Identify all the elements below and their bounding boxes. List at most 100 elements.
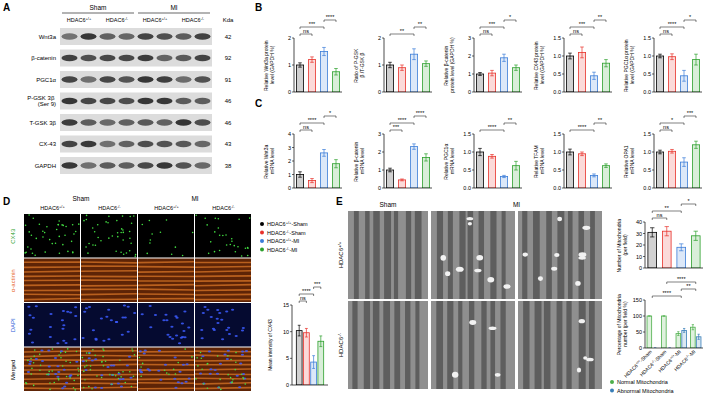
y-tick [382, 38, 384, 39]
myofibril [522, 211, 527, 299]
striation [81, 374, 137, 376]
y-tick [290, 305, 292, 306]
striation [195, 350, 251, 352]
significance-bracket [390, 34, 414, 36]
signal-dot [222, 235, 224, 237]
signal-dot [129, 231, 131, 233]
error-bar [388, 62, 392, 67]
bar [386, 170, 393, 188]
nucleus [174, 387, 177, 389]
y-tick [292, 161, 294, 162]
significance-label: * [687, 198, 690, 204]
bar [296, 331, 302, 385]
vacuole [586, 358, 594, 362]
signal-dot [112, 235, 114, 237]
striation [138, 369, 194, 371]
myofibril [481, 301, 486, 389]
signal-dot [86, 365, 88, 367]
signal-dot [96, 375, 98, 377]
y-tick-label: 1.0 [643, 149, 651, 155]
striation [195, 289, 251, 291]
vacuole [468, 222, 472, 226]
nucleus [110, 383, 113, 385]
y-tick-label: 3 [288, 145, 291, 151]
y-tick-label: 0.5 [643, 71, 651, 77]
significance-label: * [509, 14, 512, 20]
y-tick [472, 152, 474, 153]
signal-dot [122, 229, 124, 231]
legend-label: Abnormal Mitochondria [617, 388, 674, 394]
error-bar [334, 160, 338, 168]
nucleus [119, 378, 122, 380]
signal-dot [245, 247, 247, 249]
error-bar [682, 70, 686, 81]
kda-label: 91 [225, 77, 232, 83]
nucleus [141, 313, 144, 315]
error-bar [592, 72, 596, 79]
signal-dot [85, 246, 87, 248]
signal-dot [129, 216, 131, 218]
nucleus [149, 305, 152, 307]
nucleus [27, 306, 30, 308]
nucleus [47, 374, 50, 376]
group-label: MI [513, 201, 520, 208]
x-axis [654, 92, 702, 93]
nucleus [73, 338, 76, 340]
nucleus [216, 309, 219, 311]
blot-band [138, 141, 154, 147]
nucleus [49, 313, 52, 315]
panel-letter: E [336, 196, 343, 207]
significance-bracket [300, 130, 312, 132]
nucleus [112, 365, 115, 367]
significance-bracket [667, 282, 696, 284]
signal-dot [195, 378, 197, 380]
striation [195, 377, 251, 379]
group-label: MI [191, 195, 198, 202]
nucleus [228, 333, 231, 335]
y-axis-label: Percentage of Mitochondria number (per f… [616, 293, 628, 356]
nucleus [111, 374, 114, 376]
significance-bracket [414, 27, 426, 29]
kda-label: 43 [225, 141, 232, 147]
blot-band [157, 119, 173, 125]
nucleus [181, 322, 184, 324]
signal-dot [24, 252, 26, 254]
y-tick [292, 65, 294, 66]
y-tick [382, 188, 384, 189]
bar [500, 58, 507, 92]
error-bar [298, 325, 301, 336]
image-cell [518, 211, 602, 299]
nucleus [225, 310, 228, 312]
signal-dot [247, 255, 249, 257]
striation [195, 299, 251, 301]
vacuole [538, 276, 543, 281]
error-bar [568, 149, 572, 155]
error-bar [298, 63, 302, 67]
striation [195, 387, 251, 390]
y-axis-label: Relative TFAM mRNA level [533, 144, 545, 178]
nucleus [177, 381, 180, 383]
blot-band [157, 55, 173, 61]
chart: 012Relative Wnt3a protein level (GAPDH %… [263, 14, 342, 95]
nucleus [92, 329, 95, 331]
blot-band [157, 33, 173, 39]
signal-dot [139, 357, 141, 359]
signal-dot [166, 219, 168, 221]
y-axis-label: Relative PGC1α mRNA level [443, 142, 455, 179]
nucleus [121, 334, 124, 336]
nucleus [164, 364, 167, 366]
nucleus [29, 361, 32, 363]
error-bar [502, 54, 506, 61]
y-axis-label: Relative OPA1 mRNA level [623, 144, 635, 178]
significance-label: **** [326, 14, 335, 20]
signal-dot [103, 365, 105, 367]
panel-letter: D [3, 196, 10, 207]
chart: 012Ratio of P-GSK β /T-GSK β**** [353, 21, 432, 95]
signal-dot [227, 374, 229, 376]
y-tick-label: 1.5 [463, 131, 471, 137]
y-tick-label: 1.5 [553, 35, 561, 41]
y-tick [652, 188, 654, 189]
blot-band [176, 119, 192, 125]
significance-bracket [390, 123, 414, 125]
panel-letter: A [3, 2, 10, 13]
